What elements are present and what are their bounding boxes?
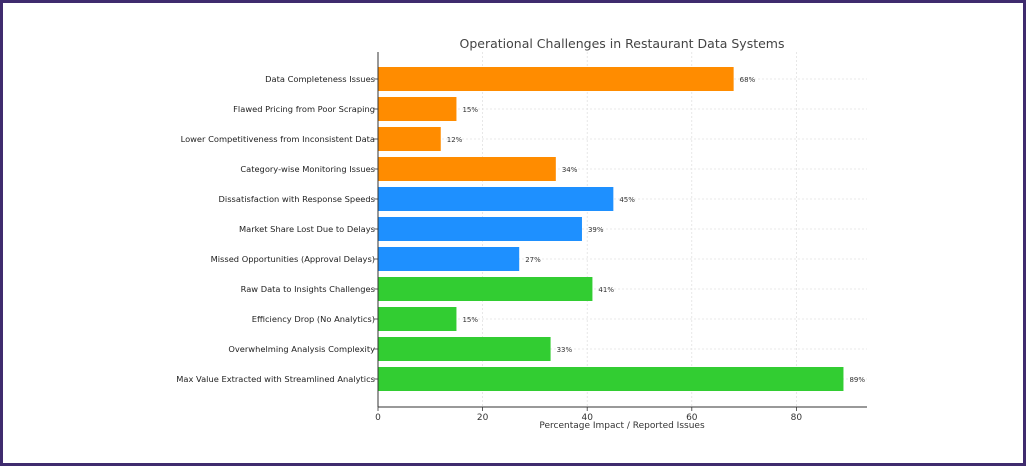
y-tick-label: Missed Opportunities (Approval Delays) [211,254,375,264]
data-label: 39% [588,226,604,234]
y-tick-label: Category-wise Monitoring Issues [240,164,375,174]
data-label: 89% [849,376,865,384]
bar [378,157,556,181]
x-tick-label: 20 [477,413,489,423]
x-tick-label: 40 [581,413,593,423]
data-label: 27% [525,256,541,264]
y-tick-label: Overwhelming Analysis Complexity [228,344,375,354]
x-axis-label: Percentage Impact / Reported Issues [539,421,705,431]
x-tick-label: 80 [791,413,803,423]
y-tick-label: Lower Competitiveness from Inconsistent … [181,134,375,144]
bar [378,217,582,241]
y-tick-label: Market Share Lost Due to Delays [239,224,375,234]
x-tick-label: 0 [375,413,381,423]
data-label: 12% [447,136,463,144]
bar [378,337,551,361]
data-label: 15% [462,106,478,114]
data-label: 34% [562,166,578,174]
bar [378,307,457,331]
y-tick-label: Dissatisfaction with Response Speeds [219,194,375,204]
data-label: 68% [740,76,756,84]
data-label: 15% [462,316,478,324]
y-tick-label: Data Completeness Issues [265,74,375,84]
y-tick-label: Flawed Pricing from Poor Scraping [233,104,375,114]
chart-title: Operational Challenges in Restaurant Dat… [459,36,784,51]
bar [378,247,520,271]
data-label: 41% [598,286,614,294]
bar [378,187,614,211]
y-tick-label: Raw Data to Insights Challenges [241,284,375,294]
bar [378,67,734,91]
bar [378,367,844,391]
y-tick-label: Max Value Extracted with Streamlined Ana… [176,374,375,384]
data-label: 33% [557,346,573,354]
y-tick-label: Efficiency Drop (No Analytics) [252,314,375,324]
bar [378,127,441,151]
data-label: 45% [619,196,635,204]
x-tick-label: 60 [686,413,698,423]
bar [378,277,593,301]
bar [378,97,457,121]
